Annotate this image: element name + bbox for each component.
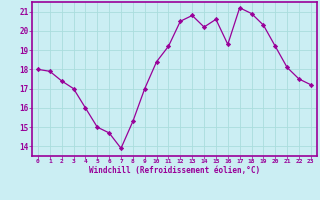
X-axis label: Windchill (Refroidissement éolien,°C): Windchill (Refroidissement éolien,°C) — [89, 166, 260, 175]
